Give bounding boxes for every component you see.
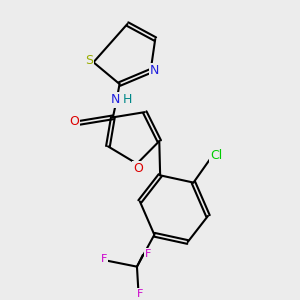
Text: H: H [123,94,132,106]
Text: F: F [146,249,152,259]
Text: O: O [134,163,143,176]
Text: N: N [150,64,160,77]
Text: F: F [137,289,143,299]
Text: S: S [85,54,93,67]
Text: Cl: Cl [210,149,222,162]
Text: N: N [110,94,120,106]
Text: O: O [69,115,79,128]
Text: F: F [100,254,107,264]
